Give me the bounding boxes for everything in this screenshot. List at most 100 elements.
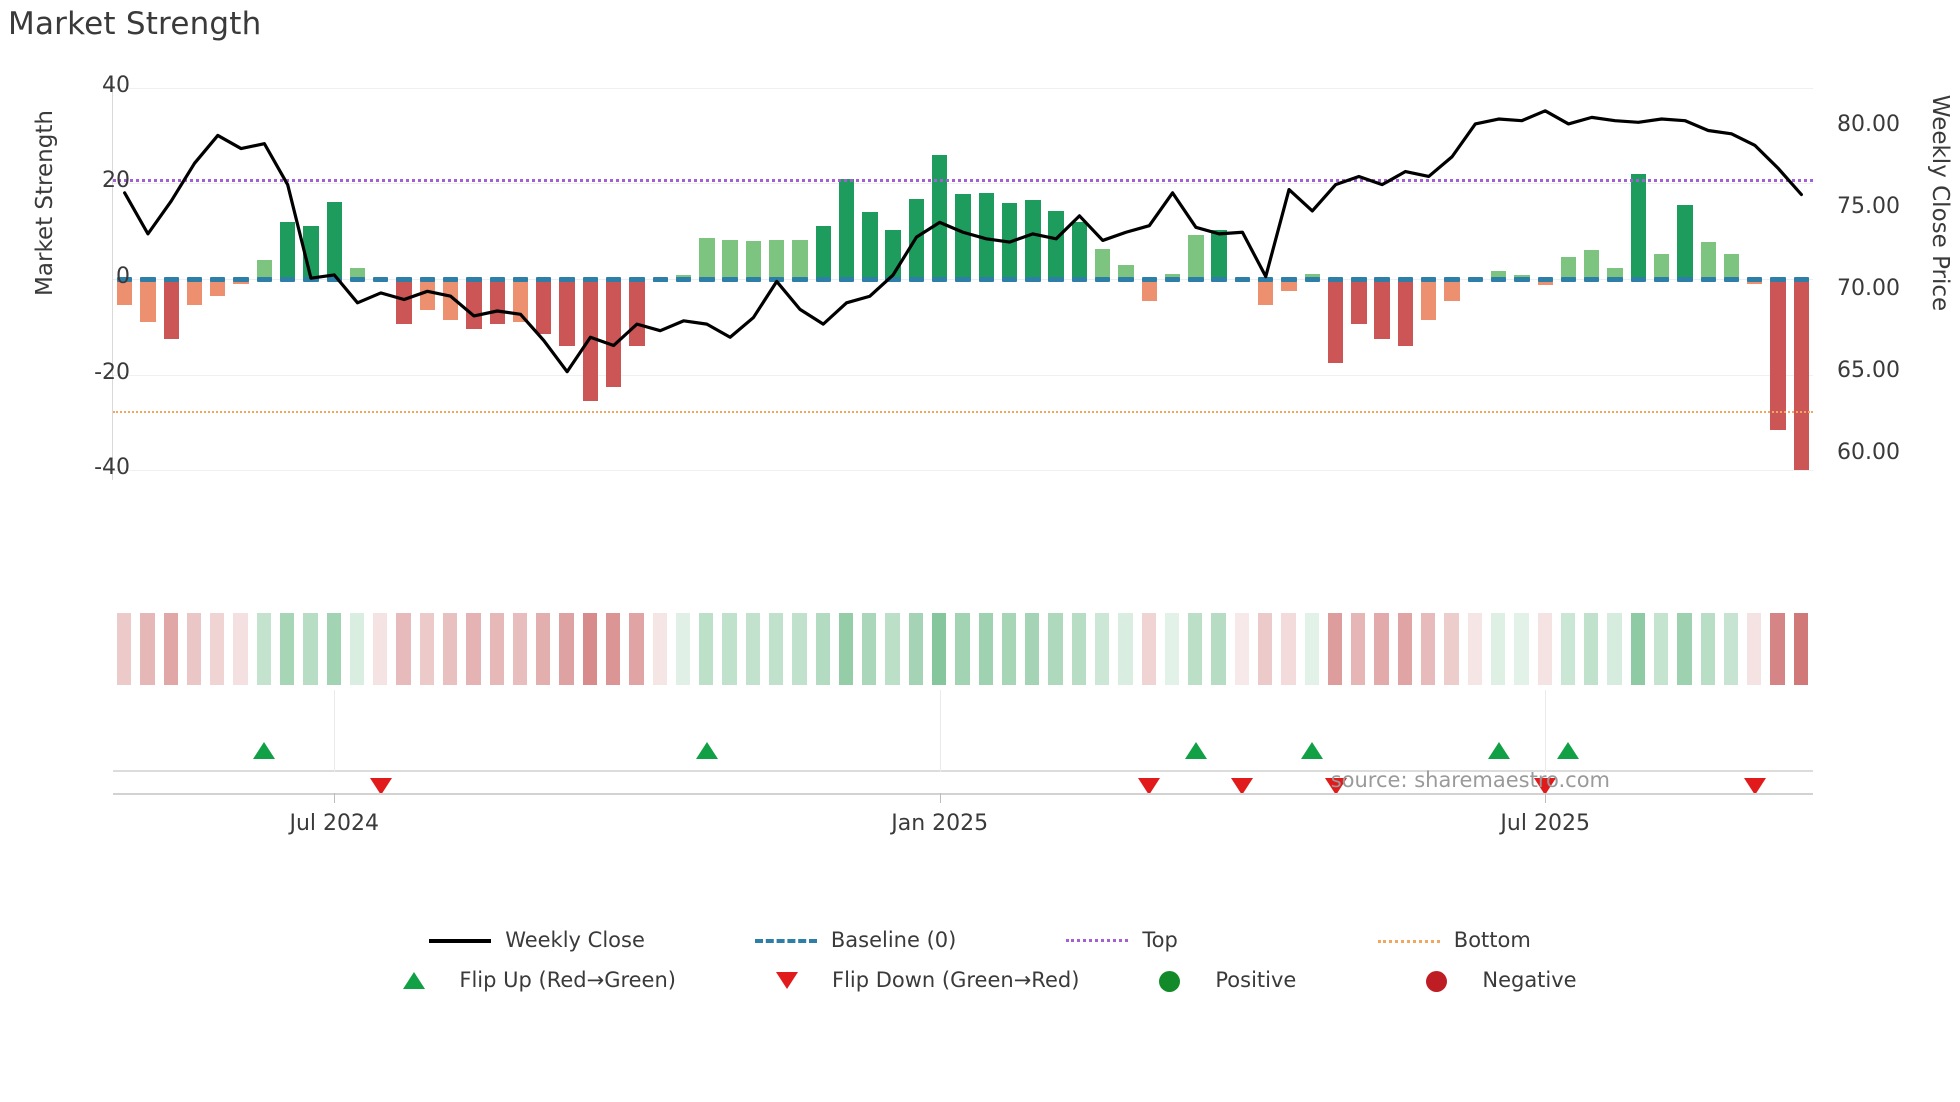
heat-cell: [1025, 613, 1040, 685]
baseline-segment: [1421, 276, 1437, 282]
main-plot-area: [112, 78, 1813, 480]
baseline-segment: [1537, 276, 1553, 282]
bar: [1397, 279, 1414, 346]
heat-cell: [303, 613, 318, 685]
legend-item[interactable]: Bottom: [1377, 928, 1531, 952]
baseline-segment: [838, 276, 855, 282]
legend-item[interactable]: Top: [1066, 928, 1178, 952]
legend-item[interactable]: Flip Down (Green→Red): [756, 968, 1079, 992]
bar: [536, 279, 552, 335]
bar: [745, 240, 762, 279]
baseline-segment: [1188, 276, 1204, 282]
legend-item[interactable]: Flip Up (Red→Green): [383, 968, 676, 992]
baseline-segment: [1211, 276, 1227, 282]
solid-line-icon: [429, 930, 492, 950]
baseline-segment: [373, 276, 389, 282]
heat-cell: [349, 613, 365, 685]
heat-cell: [512, 613, 528, 685]
y-tick-right: 80.00: [1837, 112, 1900, 138]
heat-cell: [1374, 613, 1389, 685]
heat-cell: [955, 613, 970, 685]
strength-heat-strip: [113, 613, 1813, 685]
bar: [279, 221, 296, 279]
bar: [442, 279, 459, 320]
heat-cell: [1118, 613, 1133, 685]
x-tick-label: Jul 2024: [289, 811, 379, 836]
bar: [815, 226, 831, 279]
bar: [1421, 279, 1437, 320]
baseline-segment: [1374, 276, 1390, 282]
flip-up-marker: [1487, 742, 1510, 759]
baseline-segment: [116, 276, 133, 282]
heat-cell: [1653, 613, 1669, 685]
baseline-segment: [1327, 276, 1344, 282]
heat-cell: [1677, 613, 1692, 685]
baseline-segment: [955, 276, 971, 282]
heat-cell: [1211, 613, 1226, 685]
bar: [1677, 204, 1693, 279]
y-tick-right: 65.00: [1837, 358, 1900, 384]
bar: [978, 192, 994, 279]
baseline-segment: [769, 276, 785, 282]
y-tick-left: 0: [116, 264, 130, 289]
legend-item[interactable]: Baseline (0): [754, 928, 956, 952]
bar: [140, 279, 156, 323]
legend-label: Positive: [1215, 968, 1297, 992]
bar: [1560, 257, 1577, 279]
heat-cell: [466, 613, 481, 685]
bar: [1700, 241, 1716, 279]
baseline-segment: [1397, 276, 1414, 282]
heat-cell: [908, 613, 924, 685]
bar: [1770, 279, 1786, 430]
heat-cell: [1700, 613, 1715, 685]
legend-label: Top: [1142, 928, 1178, 952]
heat-cell: [606, 613, 621, 685]
heat-cell: [233, 613, 248, 685]
heat-cell: [1514, 613, 1529, 685]
left-axis-spine: [112, 78, 113, 480]
bar: [1118, 264, 1134, 279]
heat-cell: [1630, 613, 1645, 685]
bar: [559, 279, 575, 346]
legend-label: Flip Down (Green→Red): [831, 968, 1080, 992]
heat-cell: [1304, 613, 1319, 685]
legend-item[interactable]: Negative: [1406, 968, 1577, 992]
heat-cell: [722, 613, 737, 685]
legend-item[interactable]: Weekly Close: [429, 928, 645, 952]
heat-cell: [1560, 613, 1576, 685]
baseline-segment: [1490, 276, 1507, 282]
heat-cell: [489, 613, 504, 685]
flip-down-marker: [1138, 778, 1161, 795]
y-axis-left-label: Market Strength: [32, 110, 58, 296]
heat-cell: [932, 613, 947, 685]
baseline-segment: [745, 276, 762, 282]
flip-down-marker: [1743, 778, 1766, 795]
chart-legend: Weekly Close Baseline (0) Top Bottom Flip U…: [0, 920, 1960, 1000]
heat-cell: [1770, 613, 1785, 685]
baseline-segment: [1258, 276, 1274, 282]
heat-cell: [419, 613, 434, 685]
y-tick-right: 60.00: [1837, 440, 1900, 466]
baseline-segment: [1001, 276, 1018, 282]
baseline-segment: [256, 276, 273, 282]
bar: [1793, 279, 1810, 471]
heat-cell: [1793, 613, 1808, 685]
baseline-segment: [1095, 276, 1111, 282]
heat-cell: [1188, 613, 1203, 685]
baseline-segment: [279, 276, 296, 282]
baseline-segment: [792, 276, 808, 282]
x-tick-mark: [1545, 793, 1547, 803]
heat-cell: [1281, 613, 1296, 685]
heat-cell: [582, 613, 597, 685]
flip-up-marker: [1301, 742, 1324, 759]
bottom-threshold-line: [113, 410, 1813, 413]
bar: [1490, 270, 1507, 279]
x-gridline: [939, 690, 941, 772]
heat-cell: [1071, 613, 1087, 685]
y-tick-left: 20: [102, 168, 130, 194]
bar: [210, 279, 226, 296]
baseline-segment: [1677, 276, 1693, 282]
legend-item[interactable]: Positive: [1139, 968, 1296, 992]
bar: [1607, 267, 1623, 279]
bar: [1211, 229, 1227, 279]
